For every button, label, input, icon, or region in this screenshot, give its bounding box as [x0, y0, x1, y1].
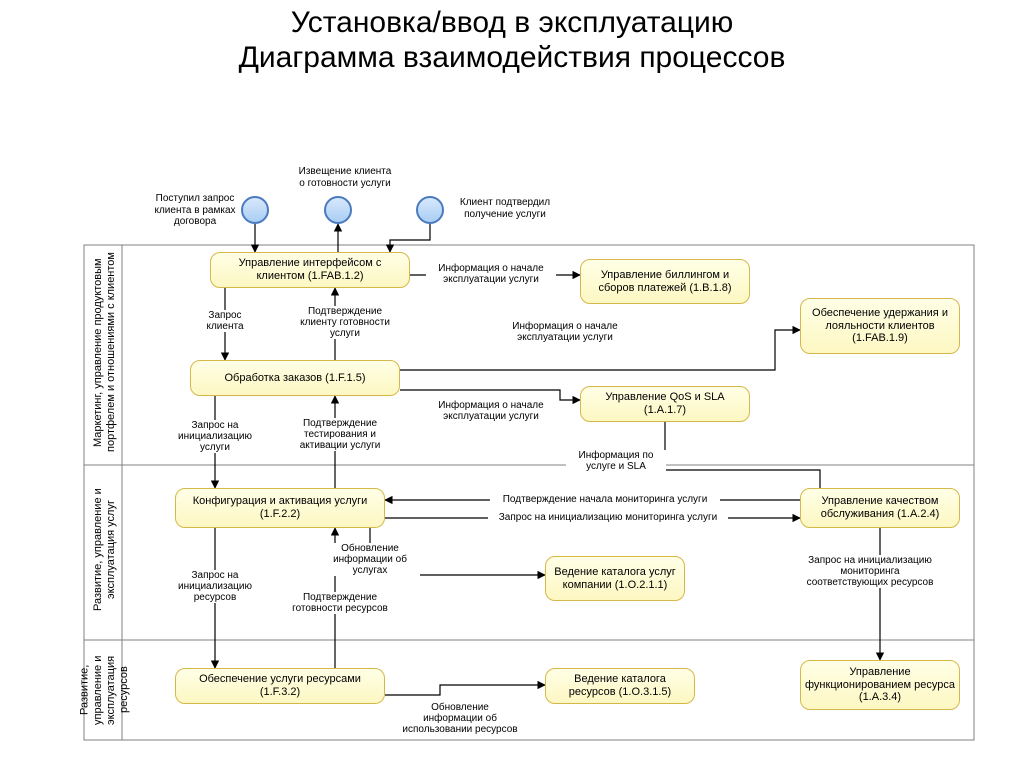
- start-event: [241, 196, 269, 224]
- edge-label: Подтверждение готовности ресурсов: [280, 592, 400, 614]
- edge-label: Запрос на инициализацию мониторинга соот…: [800, 555, 940, 588]
- swimlane-label: Развитие, управление и эксплуатация ресу…: [88, 640, 122, 740]
- start-event-label: Клиент подтвердил получение услуги: [450, 197, 560, 220]
- swimlane-label: Развитие, управление и эксплуатация услу…: [88, 465, 122, 635]
- edge-label: Информация о начале эксплуатации услуги: [426, 400, 556, 422]
- edge-label: Подтверждение клиенту готовности услуги: [290, 306, 400, 339]
- process-node: Обработка заказов (1.F.1.5): [190, 360, 400, 396]
- diagram-canvas: Установка/ввод в эксплуатацию Диаграмма …: [0, 0, 1024, 767]
- start-event: [416, 196, 444, 224]
- swimlane-label: Маркетинг, управление продуктовым портфе…: [88, 245, 122, 460]
- edge-label: Запрос клиента: [190, 310, 260, 332]
- process-node: Ведение каталога ресурсов (1.O.3.1.5): [545, 668, 695, 704]
- process-node: Управление качеством обслуживания (1.A.2…: [800, 488, 960, 528]
- edge-label: Обновление информации об услугах: [320, 543, 420, 576]
- edge-label: Подтверждение начала мониторинга услуги: [490, 494, 720, 505]
- process-node: Конфигурация и активация услуги (1.F.2.2…: [175, 488, 385, 528]
- process-node: Управление интерфейсом с клиентом (1.FAB…: [210, 252, 410, 288]
- edge-label: Запрос на инициализацию мониторинга услу…: [488, 512, 728, 523]
- edge-label: Подтверждение тестирования и активации у…: [280, 418, 400, 451]
- edge-label: Информация о начале эксплуатации услуги: [500, 321, 630, 343]
- edge-label: Обновление информации об использовании р…: [400, 702, 520, 735]
- edges-layer: [0, 0, 1024, 767]
- start-event-label: Поступил запрос клиента в рамках договор…: [145, 193, 245, 228]
- page-title: Установка/ввод в эксплуатацию Диаграмма …: [0, 0, 1024, 75]
- process-node: Обеспечение удержания и лояльности клиен…: [800, 298, 960, 354]
- edge-label: Информация о начале эксплуатации услуги: [426, 263, 556, 285]
- process-node: Управление QoS и SLA (1.A.1.7): [580, 386, 750, 422]
- start-event: [324, 196, 352, 224]
- edge-label: Запрос на инициализацию услуги: [165, 420, 265, 453]
- process-node: Управление биллингом и сборов платежей (…: [580, 259, 750, 304]
- process-node: Управление функционированием ресурса (1.…: [800, 660, 960, 710]
- start-event-label: Извещение клиента о готовности услуги: [295, 166, 395, 189]
- edge-label: Запрос на инициализацию ресурсов: [165, 570, 265, 603]
- edge-label: Информация по услуге и SLA: [566, 450, 666, 472]
- process-node: Обеспечение услуги ресурсами (1.F.3.2): [175, 668, 385, 704]
- process-node: Ведение каталога услуг компании (1.O.2.1…: [545, 556, 685, 601]
